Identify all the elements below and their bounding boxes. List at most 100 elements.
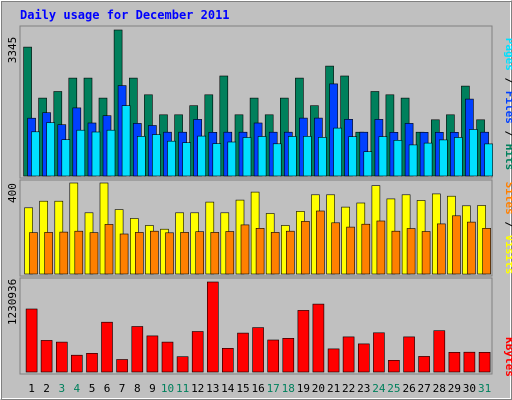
kbytes-bar-day-20 [312, 303, 325, 373]
x-tick-label-13: 13 [206, 382, 219, 395]
pages-bar-day-12 [197, 135, 206, 177]
pages-bar-day-30 [469, 129, 478, 177]
pages-bar-day-24 [378, 136, 388, 177]
sites-bar-day-2 [44, 232, 53, 275]
legend-sites: Sites [503, 182, 512, 215]
x-tick-label-1: 1 [28, 382, 35, 395]
kbytes-bar-day-16 [252, 327, 264, 373]
kbytes-bar-day-2 [40, 340, 53, 373]
legend-visits: Visits [503, 235, 512, 275]
legend-sep-1: / [503, 78, 512, 91]
pages-bar-day-1 [31, 131, 40, 177]
x-tick-label-10: 10 [161, 382, 174, 395]
kbytes-bar-day-23 [357, 343, 370, 373]
sites-bar-day-15 [240, 224, 250, 275]
sites-bar-day-10 [165, 232, 174, 275]
x-tick-label-15: 15 [236, 382, 249, 395]
sites-bar-day-16 [255, 228, 265, 275]
x-tick-label-9: 9 [149, 382, 156, 395]
kbytes-bar-day-6 [101, 321, 113, 373]
x-tick-label-21: 21 [327, 382, 340, 395]
pages-bar-day-10 [167, 140, 176, 177]
legend-sep-3: / [503, 221, 512, 234]
bars-layer [23, 29, 493, 373]
pages-bar-day-14 [227, 141, 237, 177]
kbytes-bar-day-13 [207, 281, 219, 373]
x-tick-label-12: 12 [191, 382, 204, 395]
sites-bar-day-21 [331, 222, 340, 275]
pages-bar-day-18 [287, 136, 297, 177]
sites-bar-day-24 [376, 220, 386, 275]
x-tick-label-30: 30 [463, 382, 476, 395]
sites-bar-day-3 [59, 231, 69, 275]
sites-bar-day-23 [361, 223, 371, 275]
sites-bar-day-20 [316, 210, 325, 275]
pages-bar-day-3 [61, 139, 71, 177]
pages-bar-day-4 [76, 129, 86, 177]
legend-hits: Hits [503, 144, 512, 171]
pages-bar-day-17 [272, 143, 282, 177]
pages-bar-day-7 [121, 105, 131, 177]
sites-bar-day-26 [406, 228, 416, 275]
kbytes-bar-day-27 [418, 356, 430, 373]
kbytes-bar-day-31 [478, 351, 491, 373]
sites-bar-day-9 [150, 230, 159, 275]
kbytes-bar-day-26 [403, 336, 415, 373]
x-tick-label-16: 16 [251, 382, 264, 395]
pages-bar-day-8 [137, 136, 146, 177]
pages-bar-day-16 [257, 136, 267, 177]
x-tick-label-29: 29 [448, 382, 461, 395]
pages-bar-day-23 [363, 151, 373, 177]
pages-bar-day-20 [318, 137, 327, 177]
pages-bar-day-13 [212, 143, 222, 177]
x-tick-label-25: 25 [387, 382, 400, 395]
hits-panel-legend: Pages / Files / Hits [503, 38, 512, 171]
legend-files: Files [503, 91, 512, 124]
kbytes-bar-day-3 [55, 341, 68, 373]
sites-bar-day-7 [119, 233, 129, 275]
visits-ymax-label: 400 [6, 183, 19, 203]
x-tick-label-5: 5 [89, 382, 96, 395]
x-axis-labels: 1 2 3 4 5 6 7 8 9 10 11 12 13 14 15 16 17 18 19 20 21 22 23 24 2… [28, 382, 491, 395]
x-tick-label-23: 23 [357, 382, 370, 395]
kbytes-panel-legend: KBytes [503, 337, 512, 377]
legend-kbytes: KBytes [503, 337, 512, 377]
sites-bar-day-11 [180, 232, 189, 275]
pages-bar-day-25 [393, 140, 403, 177]
kbytes-bar-day-24 [373, 332, 385, 373]
sites-bar-day-29 [452, 215, 461, 275]
kbytes-bar-day-15 [237, 332, 249, 373]
sites-bar-day-30 [467, 221, 476, 275]
pages-bar-day-26 [408, 144, 418, 177]
kbytes-bar-day-1 [25, 308, 38, 373]
sites-bar-day-27 [421, 231, 431, 275]
x-tick-label-14: 14 [221, 382, 235, 395]
x-tick-label-20: 20 [312, 382, 325, 395]
pages-bar-day-27 [423, 142, 433, 177]
pages-bar-day-31 [484, 143, 493, 177]
kbytes-bar-day-11 [176, 356, 189, 373]
kbytes-bar-day-22 [342, 336, 355, 373]
legend-sep-2: / [503, 131, 512, 144]
x-tick-label-19: 19 [297, 382, 310, 395]
x-tick-label-24: 24 [372, 382, 386, 395]
x-tick-label-28: 28 [433, 382, 446, 395]
pages-bar-day-21 [333, 127, 342, 177]
pages-bar-day-28 [438, 139, 448, 177]
pages-bar-day-15 [242, 137, 252, 177]
kbytes-bar-day-4 [71, 354, 83, 373]
kbytes-bar-day-9 [146, 335, 159, 373]
pages-bar-day-5 [91, 131, 101, 177]
kbytes-bar-day-18 [282, 337, 295, 373]
kbytes-bar-day-21 [327, 348, 340, 373]
sites-bar-day-19 [301, 221, 310, 275]
sites-bar-day-22 [346, 226, 355, 275]
kbytes-ymax-label: 1230936 [6, 279, 19, 325]
kbytes-bar-day-14 [222, 347, 234, 373]
hits-ymax-label: 3345 [6, 37, 19, 64]
pages-bar-day-6 [106, 129, 116, 177]
x-tick-label-2: 2 [43, 382, 50, 395]
pages-bar-day-9 [152, 134, 161, 177]
svg-text:Sites / Visits: Sites / Visits [503, 182, 512, 275]
kbytes-bar-day-30 [463, 351, 476, 373]
